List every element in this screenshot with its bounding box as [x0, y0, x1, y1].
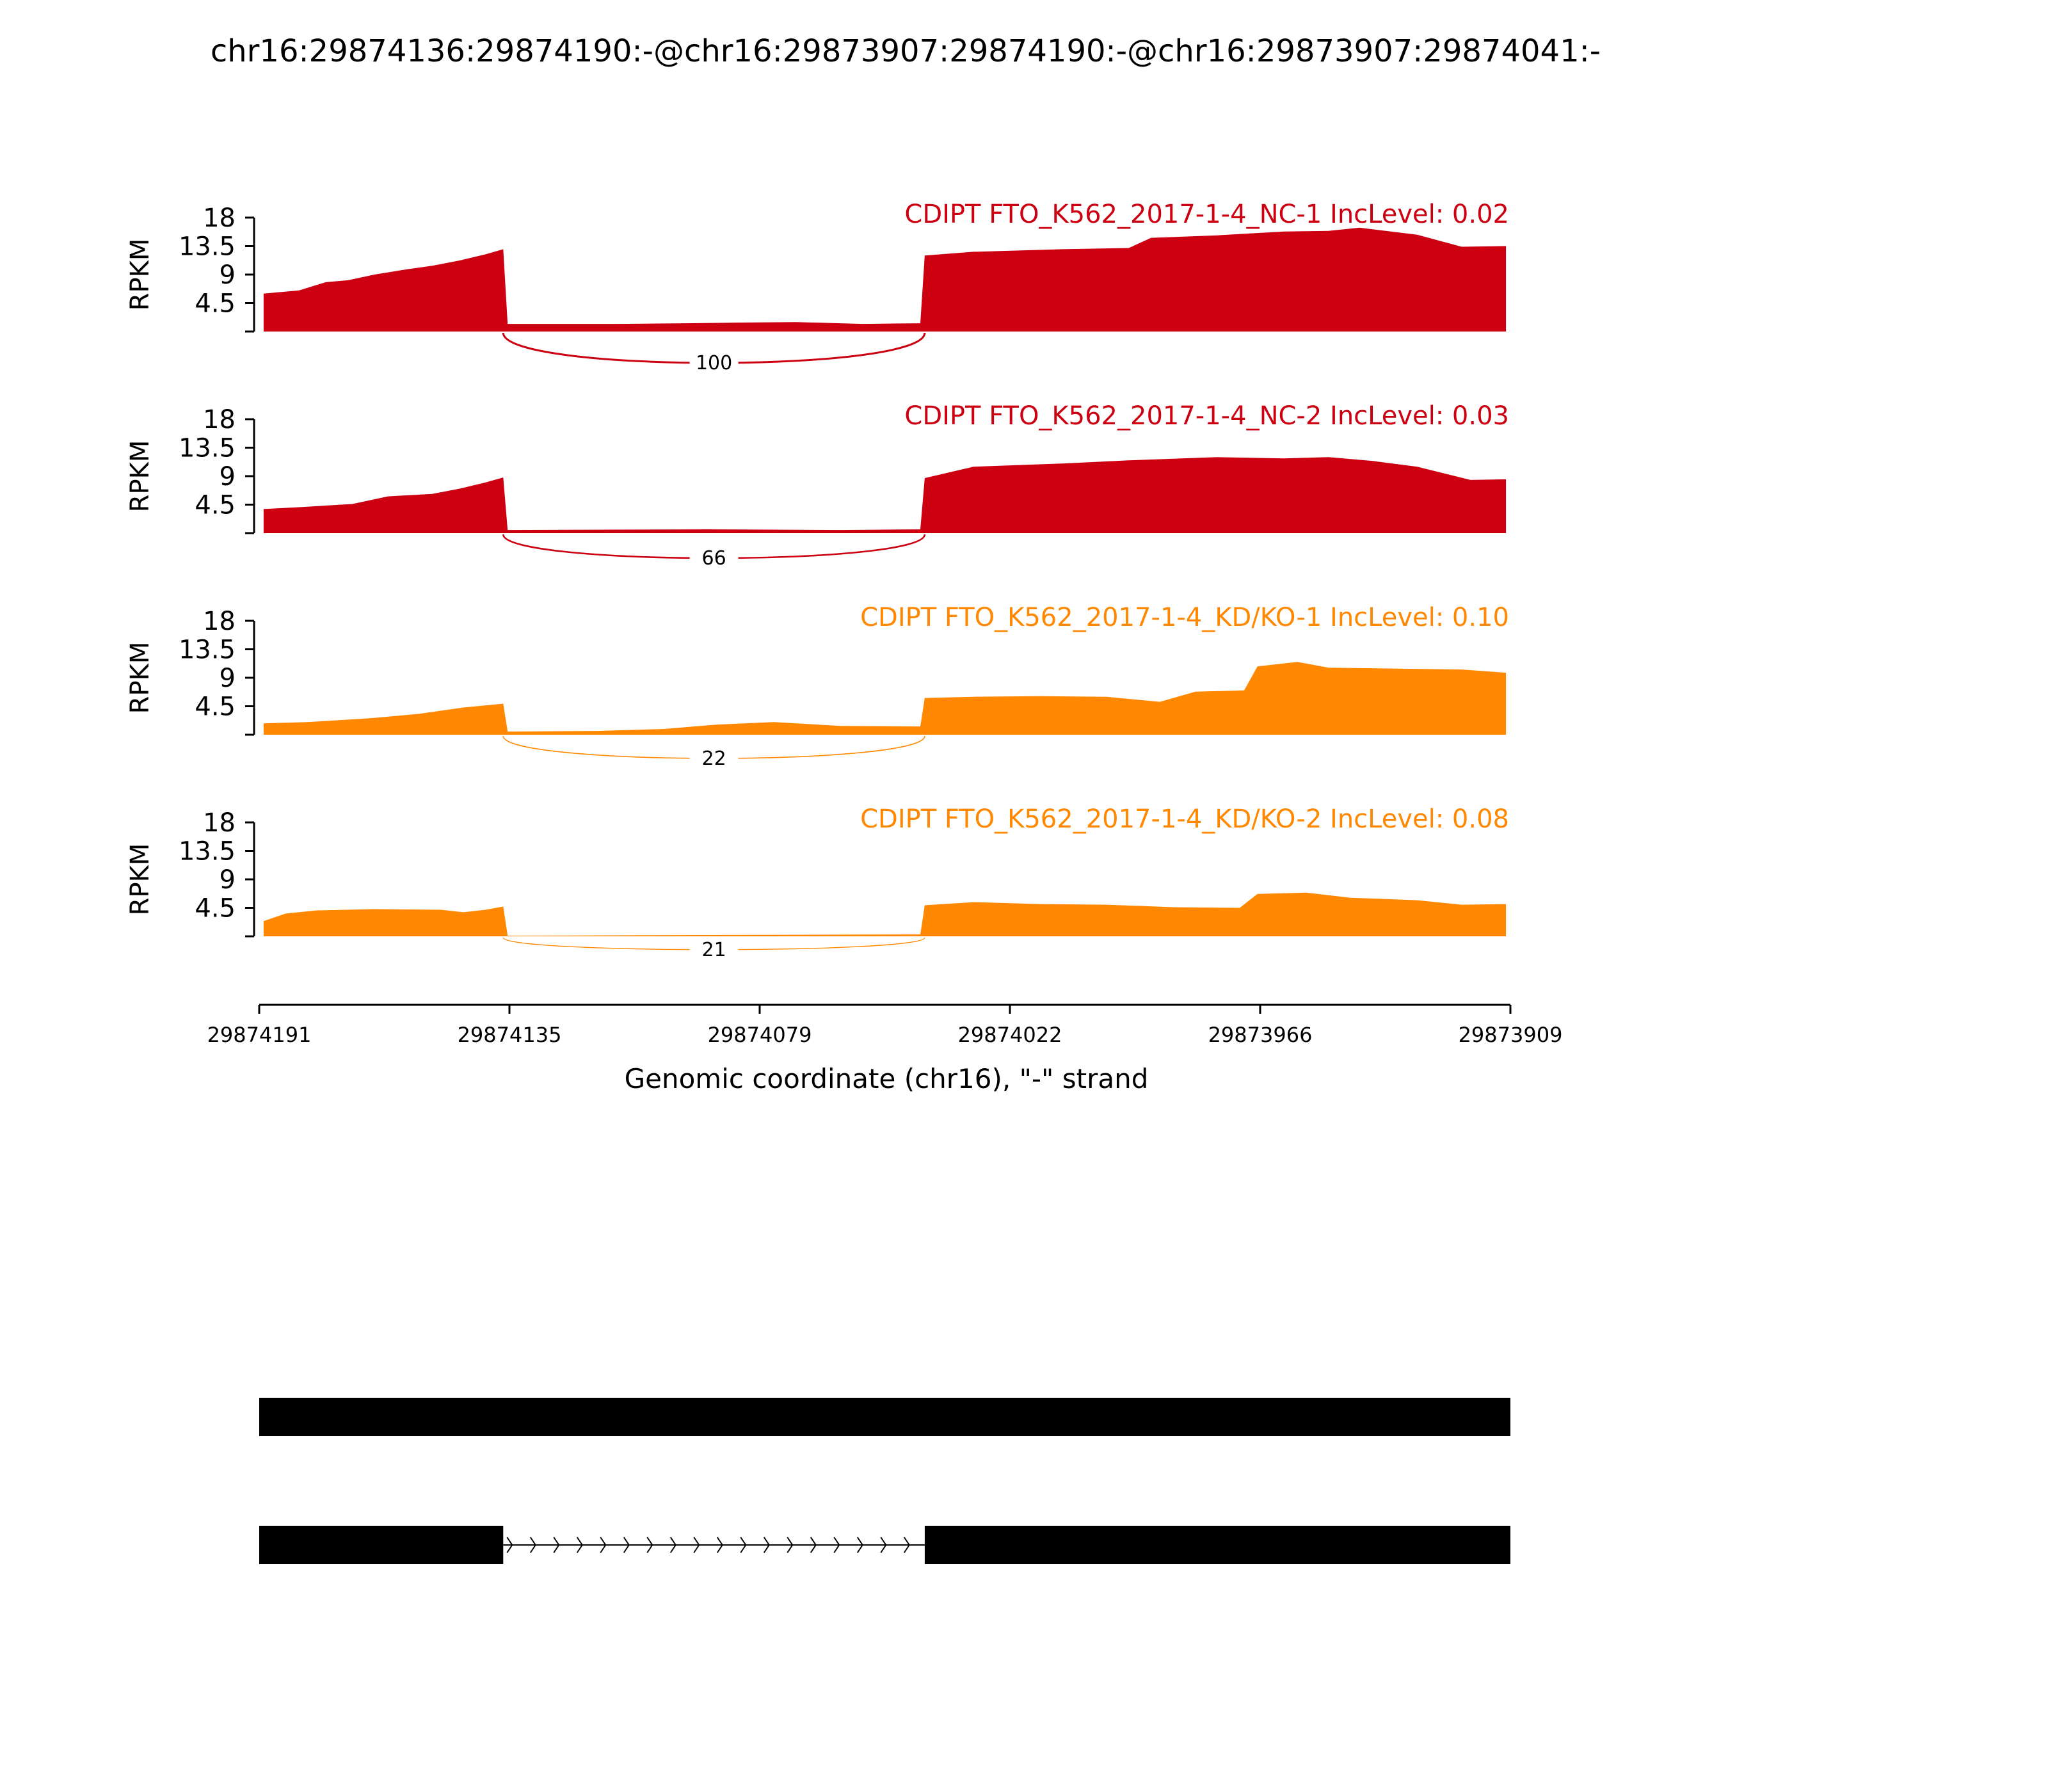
x-tick-label: 29873966 [1208, 1023, 1313, 1047]
strand-chevron [833, 1537, 840, 1553]
y-tick-label: 9 [220, 462, 236, 492]
strand-chevron [506, 1537, 513, 1553]
y-axis-label: RPKM [125, 844, 155, 916]
coverage-area [263, 227, 1507, 332]
y-tick-label: 13.5 [179, 232, 236, 262]
y-tick-label: 9 [220, 865, 236, 895]
y-tick-label: 9 [220, 260, 236, 290]
sample-label: CDIPT FTO_K562_2017-1-4_NC-2 IncLevel: 0… [904, 401, 1509, 431]
y-tick-label: 13.5 [179, 636, 236, 665]
y-tick-label: 18 [203, 607, 236, 636]
exon-downstream [924, 1526, 1510, 1564]
y-tick-label: 4.5 [195, 692, 236, 722]
y-axis-label: RPKM [125, 239, 155, 311]
strand-chevron [880, 1537, 887, 1553]
coverage-area [263, 662, 1507, 735]
junction-count: 21 [702, 939, 726, 961]
strand-chevron [600, 1537, 607, 1553]
y-tick-label: 9 [220, 664, 236, 693]
strand-chevron [623, 1537, 630, 1553]
junction-count: 22 [702, 748, 726, 770]
strand-chevron [669, 1537, 676, 1553]
strand-chevron [740, 1537, 747, 1553]
strand-chevron [716, 1537, 723, 1553]
isoform-inclusion [259, 1398, 1510, 1436]
y-axis-label: RPKM [125, 642, 155, 714]
strand-chevron [576, 1537, 583, 1553]
strand-chevron [903, 1537, 910, 1553]
sample-label: CDIPT FTO_K562_2017-1-4_KD/KO-2 IncLevel… [860, 804, 1509, 834]
junction-count: 100 [696, 352, 732, 374]
x-axis: 29874191 29874135 29874079 29874022 29873966… [207, 1004, 1563, 1047]
x-tick-label: 29873909 [1459, 1023, 1563, 1047]
junction-count-background [689, 351, 739, 373]
junction-count-background [689, 747, 739, 769]
strand-chevron [693, 1537, 700, 1553]
strand-chevron [646, 1537, 653, 1553]
y-axis-label: RPKM [125, 440, 155, 513]
y-tick-label: 13.5 [179, 837, 236, 867]
y-tick-label: 4.5 [195, 289, 236, 319]
strand-chevron [553, 1537, 560, 1553]
strand-chevron [529, 1537, 536, 1553]
sample-label: CDIPT FTO_K562_2017-1-4_KD/KO-1 IncLevel… [860, 603, 1509, 632]
strand-chevron [856, 1537, 863, 1553]
plot-title: chr16:29874136:29874190:-@chr16:29873907… [211, 33, 1601, 69]
x-tick-label: 29874022 [958, 1023, 1062, 1047]
x-axis-label: Genomic coordinate (chr16), "-" strand [625, 1063, 1149, 1094]
strand-chevron [763, 1537, 770, 1553]
exon-upstream [259, 1526, 504, 1564]
gene-models [259, 1398, 1510, 1564]
y-tick-label: 13.5 [179, 434, 236, 463]
junction-count-background [689, 938, 739, 960]
x-tick-label: 29874079 [708, 1023, 812, 1047]
sample-label: CDIPT FTO_K562_2017-1-4_NC-1 IncLevel: 0… [904, 200, 1509, 229]
y-tick-label: 18 [203, 808, 236, 838]
junction-count: 66 [702, 547, 726, 570]
y-tick-label: 4.5 [195, 894, 236, 924]
y-tick-label: 4.5 [195, 491, 236, 520]
coverage-area [263, 457, 1507, 533]
x-tick-label: 29874135 [458, 1023, 562, 1047]
y-tick-label: 18 [203, 204, 236, 233]
x-tick-label: 29874191 [207, 1023, 312, 1047]
junction-count-background [689, 547, 739, 568]
strand-chevron [787, 1537, 794, 1553]
strand-chevron [810, 1537, 817, 1553]
y-tick-label: 18 [203, 405, 236, 435]
coverage-area [263, 892, 1507, 936]
